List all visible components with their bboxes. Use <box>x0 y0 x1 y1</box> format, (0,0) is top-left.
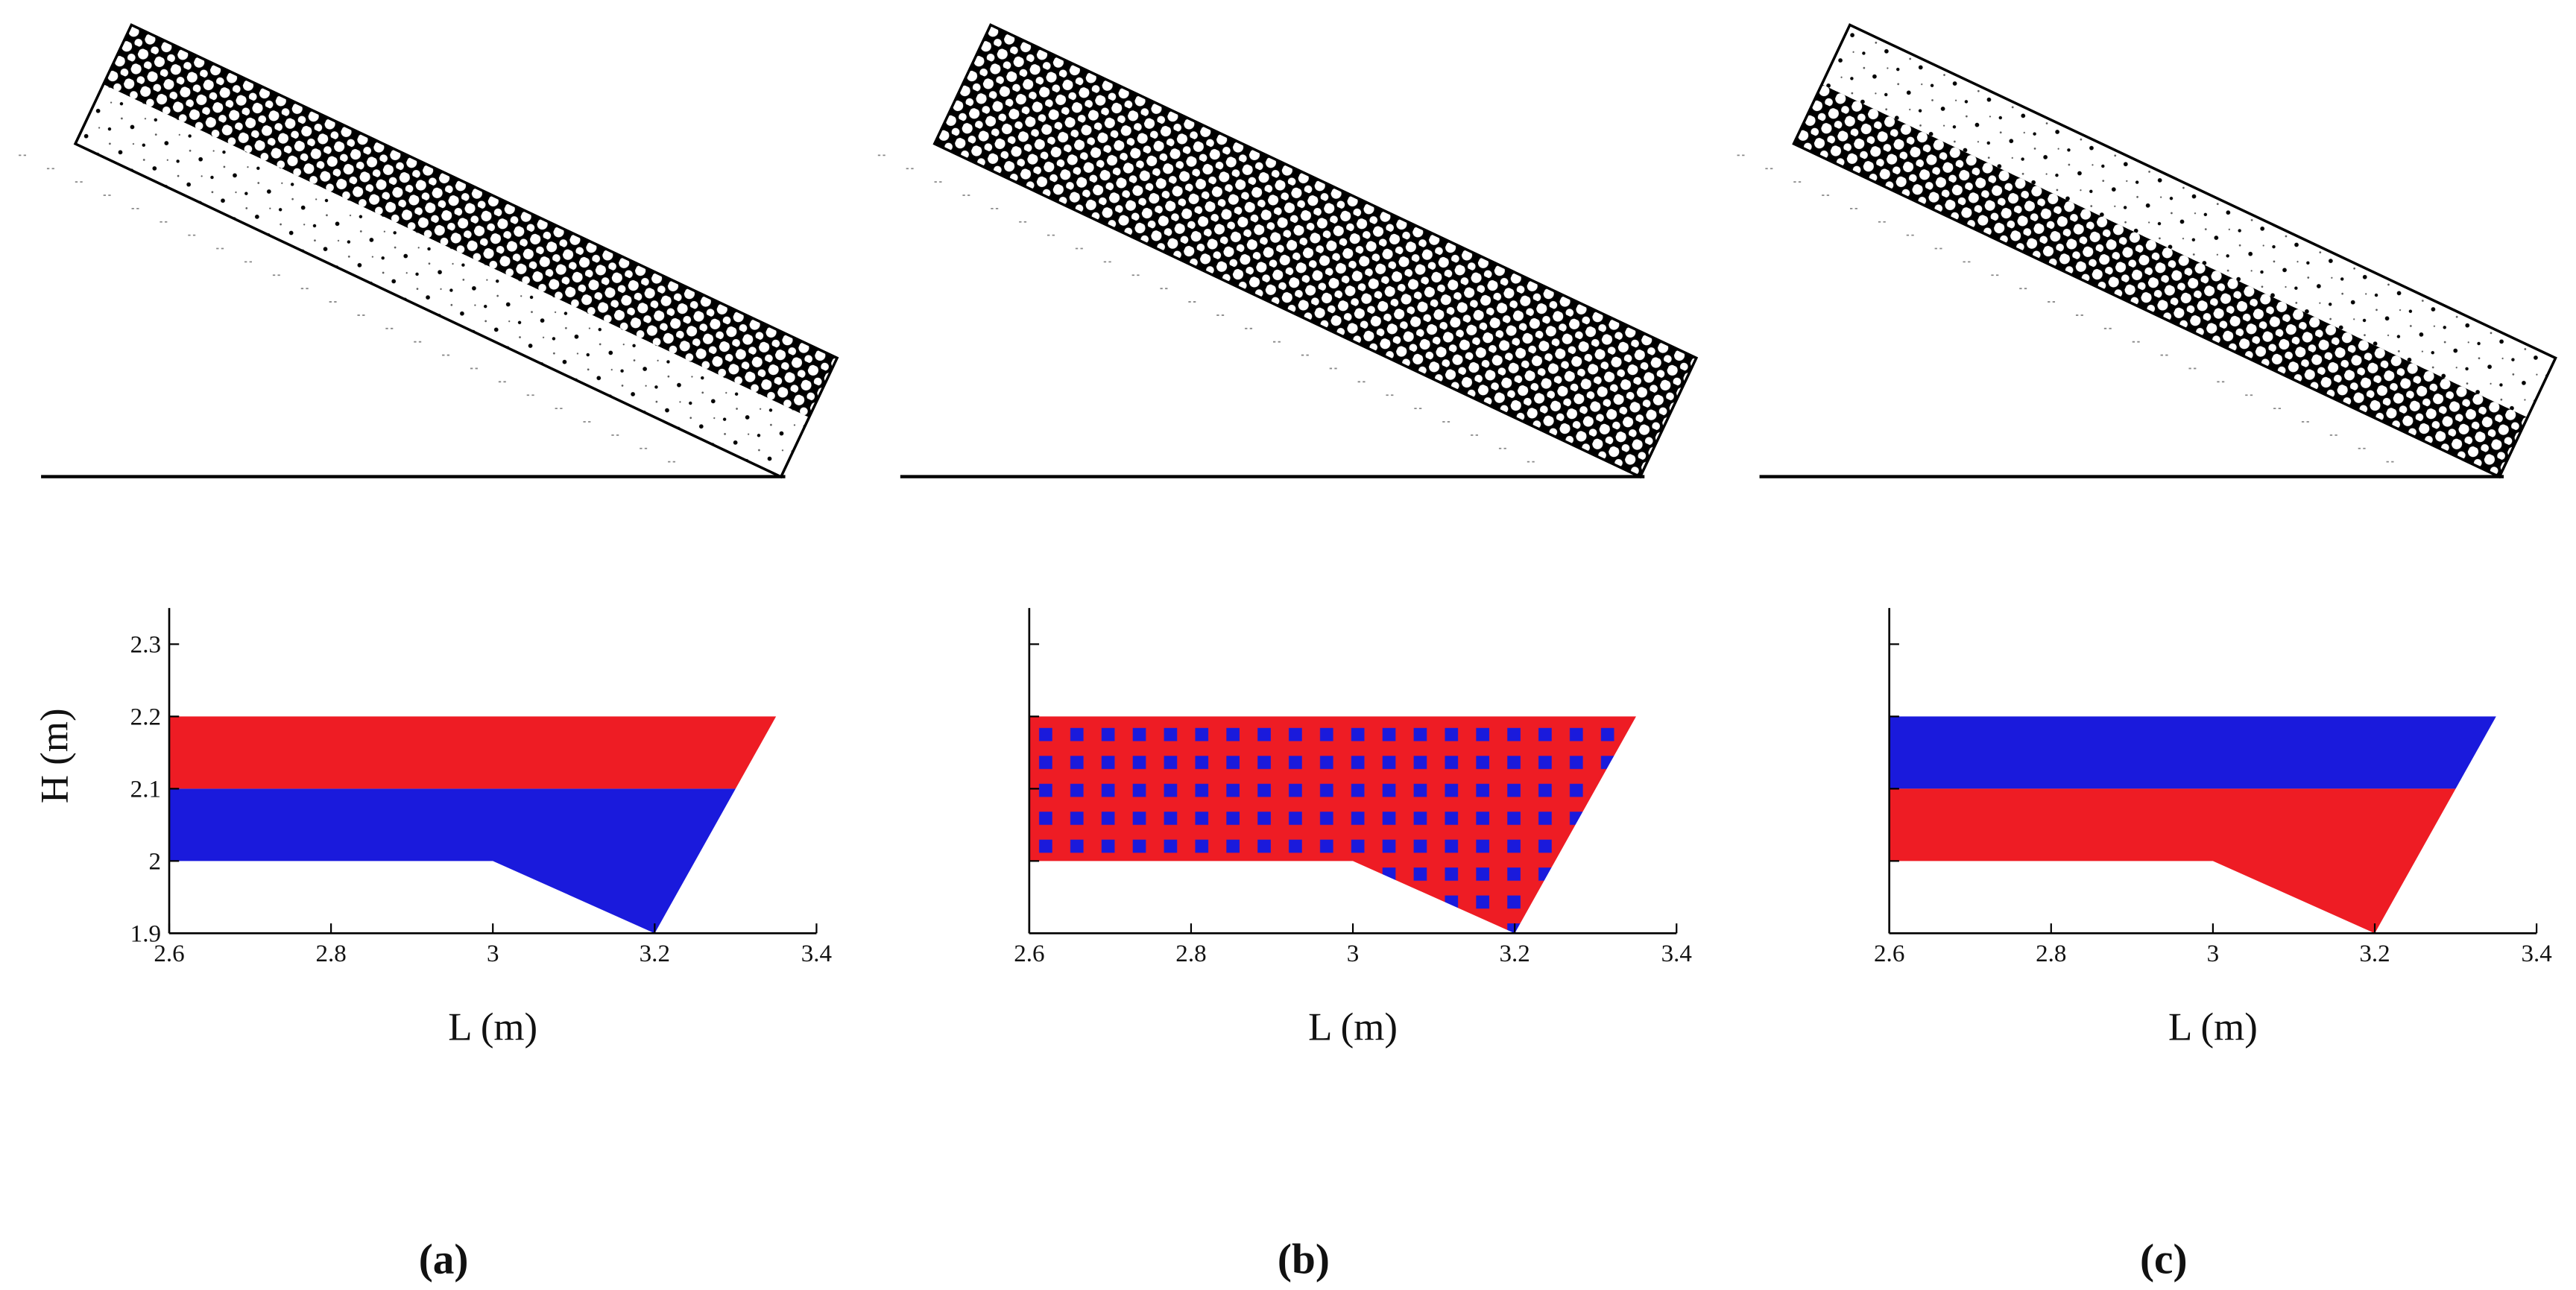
layer <box>1822 25 2556 418</box>
panel-label: (b) <box>1278 1236 1330 1283</box>
y-tick-label: 2 <box>148 848 161 875</box>
y-tick-label: 2.2 <box>130 704 161 730</box>
x-tick-label: 3 <box>487 940 499 967</box>
x-tick-label: 3.2 <box>1500 940 1530 967</box>
panel-label: (a) <box>419 1236 469 1283</box>
layer <box>934 84 1669 477</box>
layer <box>75 84 809 477</box>
y-tick-label: 2.1 <box>130 776 161 803</box>
y-tick-label: 1.9 <box>130 920 161 947</box>
x-tick-label: 2.8 <box>2036 940 2066 967</box>
layer <box>962 25 1696 418</box>
x-tick-label: 3.4 <box>1661 940 1692 967</box>
x-tick-label: 2.6 <box>1014 940 1044 967</box>
y-tick-label: 2.3 <box>130 631 161 658</box>
layer <box>1793 84 2528 477</box>
charts: 2.6 2.8 3 3.2 3.4 1.9 2 2.1 2.2 2.3 L (m) H (m) (a) 2… <box>33 607 2552 1283</box>
panel-label: (c) <box>2140 1236 2188 1283</box>
layer <box>103 25 838 418</box>
region <box>169 716 777 789</box>
region <box>169 788 736 934</box>
x-tick-label: 3.2 <box>2359 940 2390 967</box>
x-tick-label: 3.2 <box>640 940 670 967</box>
x-tick-label: 3.4 <box>2521 940 2551 967</box>
x-axis-label: L (m) <box>1308 1006 1398 1049</box>
x-tick-label: 3 <box>2207 940 2220 967</box>
x-tick-label: 2.6 <box>1874 940 1904 967</box>
block-outline <box>73 23 839 479</box>
region <box>1889 788 2456 934</box>
slope-block <box>877 23 1699 479</box>
y-axis-label: H (m) <box>33 708 76 803</box>
region <box>1029 716 1636 934</box>
x-tick-label: 2.6 <box>154 940 184 967</box>
block-outline <box>932 23 1699 479</box>
slope-block <box>1737 23 2557 479</box>
x-axis-label: L (m) <box>448 1006 537 1049</box>
block-outline <box>1792 23 2557 479</box>
slope-block <box>19 23 839 479</box>
x-tick-label: 3.4 <box>801 940 832 967</box>
x-axis-label: L (m) <box>2168 1006 2258 1049</box>
schematics <box>19 23 2557 479</box>
x-tick-label: 2.8 <box>315 940 346 967</box>
region <box>1889 716 2496 789</box>
x-tick-label: 2.8 <box>1175 940 1206 967</box>
x-tick-label: 3 <box>1347 940 1360 967</box>
